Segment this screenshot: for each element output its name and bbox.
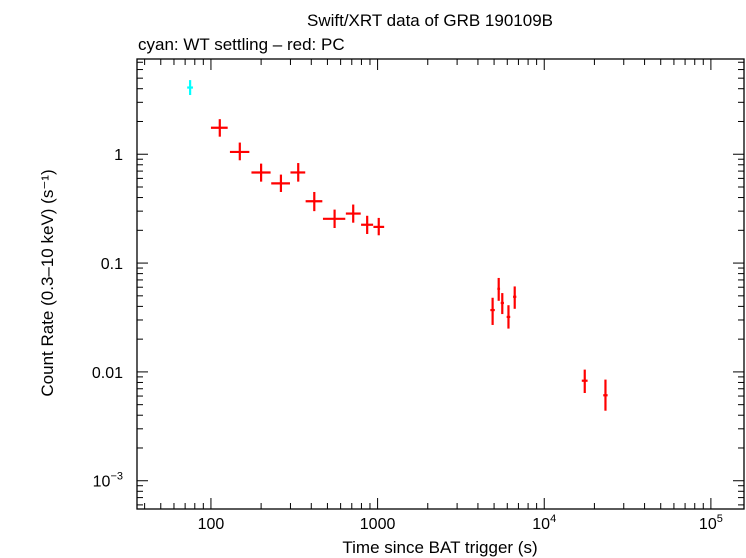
data-point-wt-settling — [187, 80, 193, 96]
data-point-pc — [290, 163, 306, 182]
data-point-pc — [490, 297, 495, 325]
data-point-pc — [373, 217, 385, 236]
data-point-pc — [500, 293, 504, 315]
data-point-pc — [251, 163, 271, 182]
y-tick-label: 0.1 — [101, 256, 123, 273]
data-point-pc — [506, 305, 511, 329]
data-point-pc — [305, 191, 323, 212]
axis-ticks — [137, 59, 744, 509]
plot-frame — [136, 58, 745, 510]
data-point-pc — [322, 209, 346, 229]
data-point-pc — [513, 286, 517, 309]
data-point-pc — [210, 119, 228, 137]
chart-title: Swift/XRT data of GRB 190109B — [307, 11, 553, 30]
x-tick-label: 100 — [198, 516, 225, 533]
y-tick-label: 1 — [114, 147, 123, 164]
y-tick-label: 0.01 — [92, 365, 123, 382]
data-points — [187, 80, 608, 411]
data-point-pc — [361, 215, 374, 234]
y-axis-label: Count Rate (0.3–10 keV) (s⁻¹) — [38, 169, 57, 396]
x-tick-label: 1000 — [360, 516, 396, 533]
x-tick-label: 104 — [532, 513, 556, 533]
data-point-pc — [497, 277, 501, 301]
axis-tick-labels: 100 1000 104 105 10−3 0.01 0.1 1 — [92, 147, 723, 533]
data-point-pc — [229, 142, 250, 161]
data-point-pc — [581, 369, 588, 394]
data-point-pc — [345, 204, 361, 223]
x-axis-label: Time since BAT trigger (s) — [342, 538, 537, 557]
chart-subtitle: cyan: WT settling – red: PC — [138, 35, 345, 54]
x-tick-label: 105 — [699, 513, 723, 533]
data-point-pc — [603, 379, 608, 411]
y-tick-label: 10−3 — [93, 471, 123, 491]
data-point-pc — [271, 174, 290, 192]
